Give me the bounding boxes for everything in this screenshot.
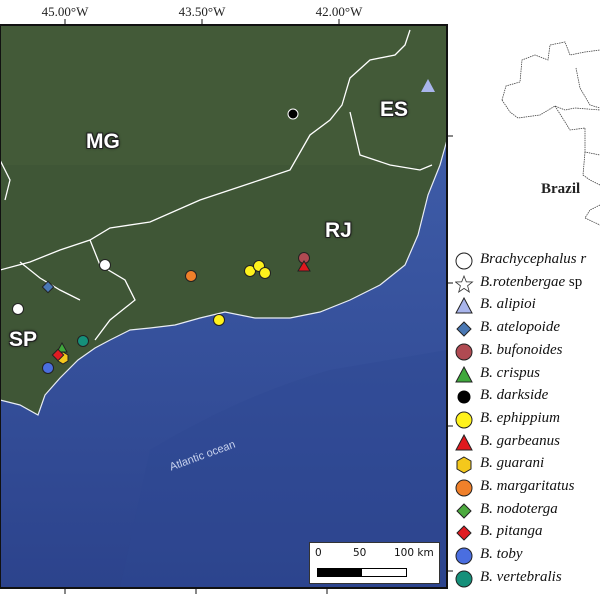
legend-label: B. ephippium <box>480 409 560 426</box>
occurrence-points <box>12 79 435 374</box>
legend-item: B. margaritatus <box>452 477 600 499</box>
legend-symbol-circle-small-icon <box>457 390 471 404</box>
state-label-mg: MG <box>86 130 120 153</box>
legend-symbol-triangle-icon <box>455 297 473 314</box>
legend-symbol-circle-icon <box>455 547 473 565</box>
longitude-label: 45.00°W <box>41 4 89 19</box>
map-frame <box>0 24 448 589</box>
legend-item: B. ephippium <box>452 409 600 431</box>
scale-bar: 0 50 100 km <box>309 542 440 584</box>
point-toby[interactable] <box>42 362 54 374</box>
legend-label: B. darkside <box>480 387 549 404</box>
legend-item: B. guarani <box>452 454 600 476</box>
brazil-inset-map <box>501 41 600 226</box>
legend-item: B. vertebralis <box>452 568 600 590</box>
legend-symbol-circle-icon <box>455 479 473 497</box>
ocean-area <box>0 140 447 588</box>
longitude-label: 43.50°W <box>178 4 226 19</box>
legend-symbol-diamond-icon <box>456 525 472 542</box>
legend-item: B. atelopoide <box>452 318 600 340</box>
scale-bar-graphic <box>317 568 407 577</box>
coastline <box>0 139 448 416</box>
point-ephippium[interactable] <box>213 314 225 326</box>
legend-item: B. bufonoides <box>452 341 600 363</box>
point-darkside[interactable] <box>287 108 299 120</box>
graticule-ticks <box>64 19 453 594</box>
legend-label: B. bufonoides <box>480 341 563 358</box>
legend-symbol-diamond-icon <box>456 321 472 337</box>
legend-label: B. pitanga <box>480 523 543 540</box>
legend-label: B. atelopoide <box>480 319 560 336</box>
legend-item: B. alipioi <box>452 295 600 317</box>
legend-symbol-circle-icon <box>455 252 473 270</box>
legend-label: B. nodoterga <box>480 500 558 517</box>
scale-label-100: 100 km <box>394 547 434 559</box>
point-ephippium[interactable] <box>244 265 256 277</box>
legend-item: B. pitanga <box>452 522 600 544</box>
legend-label: B. alipioi <box>480 296 536 313</box>
point-alipioi[interactable] <box>421 79 435 92</box>
point-crispus[interactable] <box>56 341 68 353</box>
longitude-label: 42.00°W <box>315 4 363 19</box>
legend-symbol-star-icon <box>455 274 474 293</box>
legend-symbol-circle-icon <box>455 343 473 361</box>
point-brachycephalus[interactable] <box>99 259 111 271</box>
legend-item: Brachycephalus r <box>452 250 600 272</box>
state-label-rj: RJ <box>325 219 352 242</box>
scale-label-50: 50 <box>353 547 367 559</box>
legend-item: B. toby <box>452 545 600 567</box>
point-ephippium[interactable] <box>259 267 271 279</box>
legend-item: B. crispus <box>452 364 600 386</box>
legend-label: B. guarani <box>480 455 545 472</box>
legend-symbol-triangle-icon <box>455 433 473 451</box>
legend-symbol-circle-icon <box>455 570 473 588</box>
legend-label: B. vertebralis <box>480 568 562 585</box>
legend-label: B. garbeanus <box>480 432 560 449</box>
legend-symbol-circle-icon <box>455 411 473 429</box>
legend-symbol-diamond-icon <box>456 502 472 519</box>
point-pitanga[interactable] <box>51 348 65 362</box>
legend-item: B. garbeanus <box>452 432 600 454</box>
point-atelopoide[interactable] <box>41 280 55 294</box>
point-margaritatus[interactable] <box>185 270 197 282</box>
scale-label-0: 0 <box>315 547 322 559</box>
legend-symbol-triangle-icon <box>455 365 473 382</box>
legend-label: B. margaritatus <box>480 478 575 494</box>
inset-label-brazil: Brazil <box>541 181 581 197</box>
legend-item: B.rotenbergae sp <box>452 273 600 295</box>
point-garbeanus[interactable] <box>297 260 311 272</box>
state-label-sp: SP <box>9 328 38 351</box>
legend-symbol-hexagon-icon <box>456 456 472 474</box>
legend-item: B. darkside <box>452 386 600 408</box>
point-vertebralis[interactable] <box>77 335 89 347</box>
legend-label: B. crispus <box>480 364 540 381</box>
legend-item: B. nodoterga <box>452 500 600 522</box>
legend-label: Brachycephalus r <box>480 251 587 267</box>
state-label-es: ES <box>380 98 409 121</box>
legend-label: B.rotenbergae sp <box>480 273 583 290</box>
legend-label: B. toby <box>480 546 523 563</box>
point-brachycephalus[interactable] <box>12 303 24 315</box>
